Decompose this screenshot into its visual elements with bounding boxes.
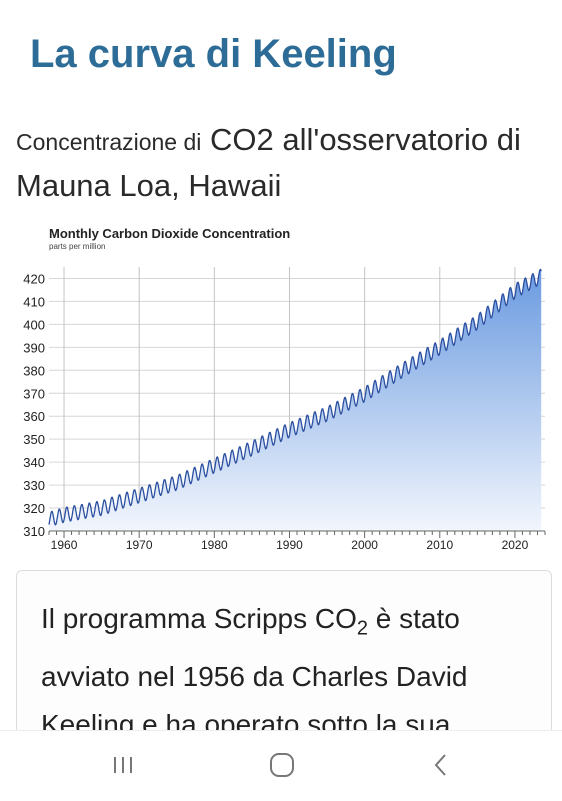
x-tick-label: 2000 [351, 538, 378, 552]
y-tick-label: 320 [23, 501, 45, 516]
x-tick-label: 1980 [201, 538, 228, 552]
back-button[interactable] [421, 747, 461, 783]
x-tick-label: 1970 [126, 538, 153, 552]
description-text: Il programma Scripps CO2 è stato avviato… [41, 595, 527, 749]
y-tick-label: 410 [23, 294, 45, 309]
y-tick-label: 380 [23, 363, 45, 378]
y-tick-label: 370 [23, 386, 45, 401]
home-button[interactable] [262, 747, 302, 783]
recent-apps-button[interactable] [103, 747, 143, 783]
page-subtitle: Concentrazione di CO2 all'osservatorio d… [16, 118, 556, 208]
x-tick-label: 2020 [502, 538, 529, 552]
x-tick-label: 2010 [426, 538, 453, 552]
x-tick-label: 1960 [51, 538, 78, 552]
y-tick-label: 340 [23, 455, 45, 470]
system-navbar [0, 730, 562, 801]
page-title: La curva di Keeling [30, 32, 397, 76]
y-tick-label: 420 [23, 271, 45, 286]
y-tick-label: 360 [23, 409, 45, 424]
co2-area-fill [49, 269, 542, 531]
chart-title: Monthly Carbon Dioxide Concentration [49, 226, 290, 241]
y-tick-label: 330 [23, 478, 45, 493]
chart-subtitle: parts per million [49, 242, 105, 251]
home-icon [270, 753, 294, 777]
description-part1: Il programma Scripps CO [41, 603, 357, 634]
y-tick-label: 390 [23, 340, 45, 355]
co2-chart-svg: Monthly Carbon Dioxide Concentration par… [23, 226, 546, 552]
co2-subscript: 2 [356, 617, 368, 640]
recent-apps-icon [114, 757, 132, 773]
subtitle-main: CO2 all'osservatorio di Mauna Loa, Hawai… [16, 122, 521, 203]
co2-chart: Monthly Carbon Dioxide Concentration par… [0, 218, 562, 558]
y-tick-label: 350 [23, 432, 45, 447]
y-tick-label: 310 [23, 524, 45, 539]
subtitle-prefix: Concentrazione di [16, 129, 202, 155]
x-tick-label: 1990 [276, 538, 303, 552]
co2-line [48, 268, 542, 526]
y-tick-label: 400 [23, 317, 45, 332]
back-icon [434, 754, 446, 776]
